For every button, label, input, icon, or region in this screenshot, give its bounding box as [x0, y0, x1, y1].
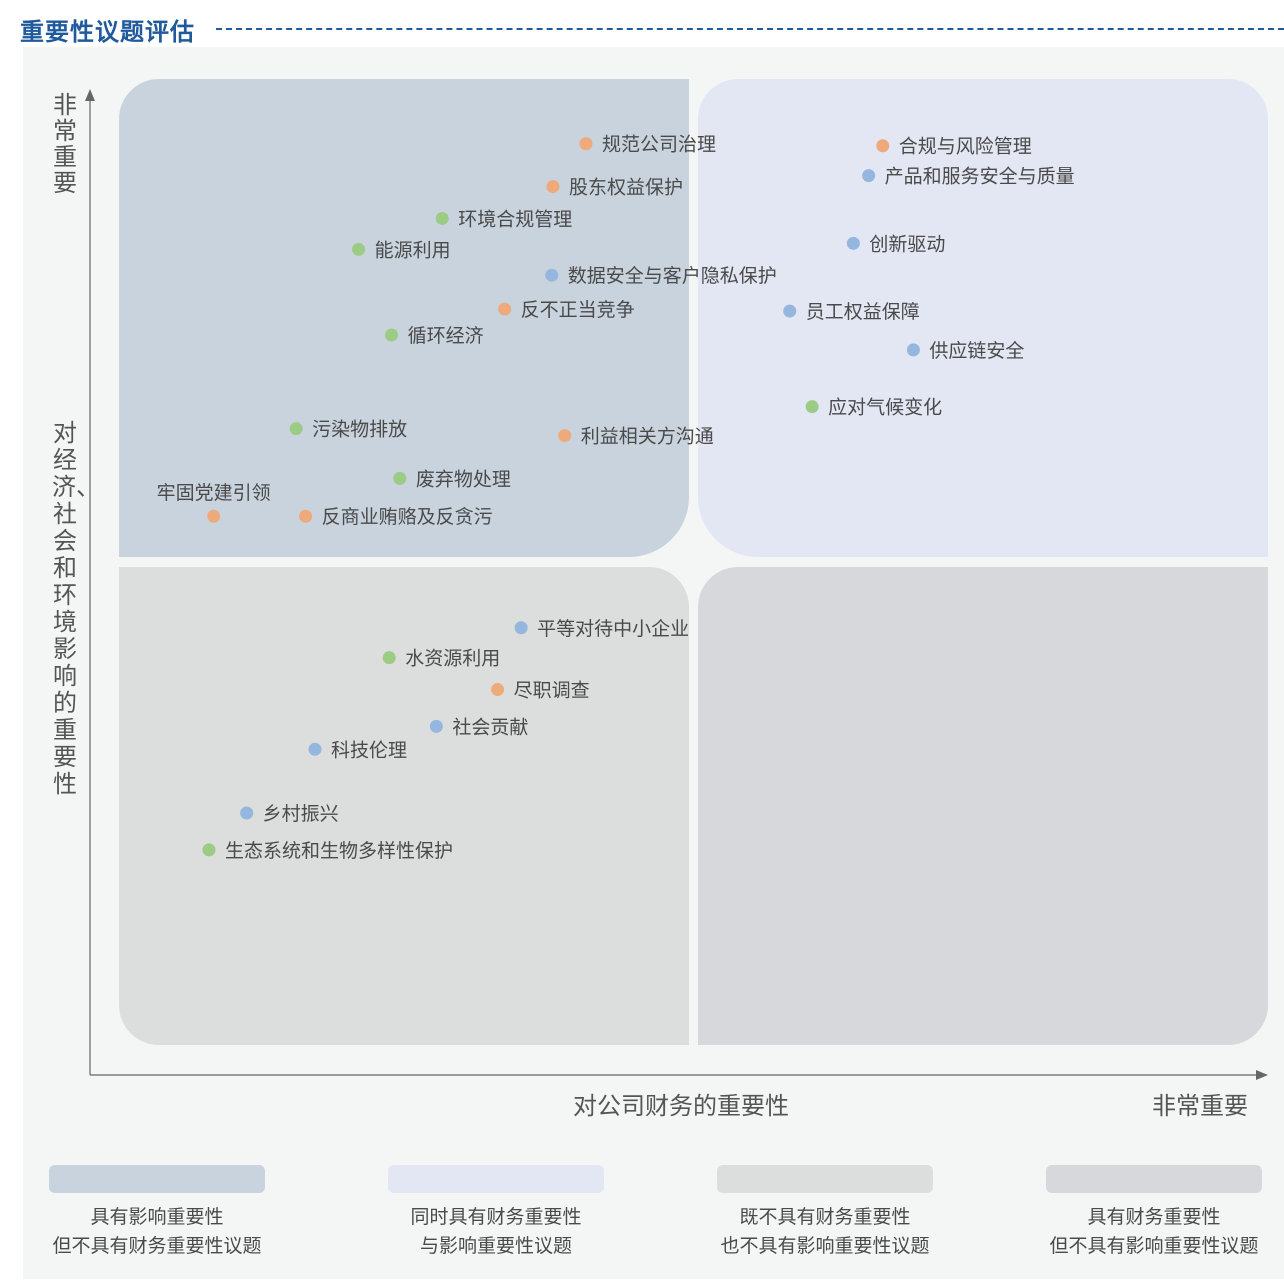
legend-line-1: 同时具有财务重要性 [410, 1206, 582, 1228]
legend-swatch-financial-only [1046, 1165, 1262, 1193]
legend-text: 同时具有财务重要性 与影响重要性议题 [351, 1203, 641, 1261]
legend-line-2: 与影响重要性议题 [419, 1235, 572, 1257]
quadrant-neither [119, 567, 689, 1045]
data-point-label: 牢固党建引领 [157, 482, 271, 504]
data-point [545, 268, 559, 282]
data-point-label: 能源利用 [375, 239, 451, 261]
data-point [289, 422, 303, 436]
data-point-label: 尽职调查 [514, 680, 590, 702]
legend-item-financial-only: 具有财务重要性 但不具有影响重要性议题 [1009, 1163, 1284, 1261]
x-axis-label: 对公司财务的重要性 [573, 1092, 789, 1120]
data-point [382, 651, 396, 665]
data-point [805, 400, 819, 414]
data-point-label: 污染物排放 [312, 419, 407, 441]
legend-line-2: 但不具有影响重要性议题 [1049, 1235, 1259, 1257]
data-point [498, 302, 512, 316]
legend-item-impact-only: 具有影响重要性 但不具有财务重要性议题 [12, 1163, 302, 1261]
data-point-label: 水资源利用 [405, 648, 500, 670]
data-point-label: 生态系统和生物多样性保护 [225, 840, 453, 862]
x-axis-end-label: 非常重要 [1152, 1092, 1248, 1120]
data-point-label: 乡村振兴 [263, 803, 339, 825]
data-point-label: 员工权益保障 [806, 301, 920, 323]
data-point-label: 废弃物处理 [416, 468, 511, 490]
data-point-label: 科技伦理 [331, 739, 407, 761]
legend-swatch-neither [717, 1165, 933, 1193]
legend-line-1: 既不具有财务重要性 [739, 1206, 911, 1228]
x-axis-arrow [1256, 1070, 1268, 1080]
data-point [393, 471, 407, 485]
title-dashed-rule [216, 28, 1284, 30]
data-point [546, 180, 560, 194]
legend-item-both: 同时具有财务重要性 与影响重要性议题 [351, 1163, 641, 1261]
quadrant-both [698, 79, 1268, 557]
data-point-label: 平等对待中小企业 [537, 618, 689, 640]
y-axis-arrow [85, 89, 95, 101]
data-point-label: 利益相关方沟通 [581, 426, 714, 448]
legend-swatch-both [388, 1165, 604, 1193]
legend-line-1: 具有影响重要性 [90, 1206, 224, 1228]
data-point [558, 429, 572, 443]
page-title: 重要性议题评估 [20, 18, 195, 46]
quadrant-financial-only [698, 567, 1268, 1045]
data-point-label: 应对气候变化 [828, 397, 942, 419]
legend-item-neither: 既不具有财务重要性 也不具有影响重要性议题 [680, 1163, 970, 1261]
data-point [491, 683, 505, 697]
legend-line-2: 也不具有影响重要性议题 [720, 1235, 930, 1257]
data-point-label: 创新驱动 [869, 233, 945, 255]
data-point [435, 211, 449, 225]
data-point-label: 反商业贿赂及反贪污 [322, 506, 493, 528]
data-point-label: 股东权益保护 [569, 177, 683, 199]
data-point [846, 236, 860, 250]
data-point-label: 规范公司治理 [602, 134, 716, 156]
data-point-label: 循环经济 [408, 325, 484, 347]
data-point-label: 环境合规管理 [458, 208, 572, 230]
data-point-label: 反不正当竞争 [521, 299, 635, 321]
data-point [876, 139, 890, 153]
data-point [783, 304, 797, 318]
legend-line-2: 但不具有财务重要性议题 [52, 1235, 262, 1257]
legend-text: 具有财务重要性 但不具有影响重要性议题 [1009, 1203, 1284, 1261]
data-point [207, 509, 221, 523]
data-point-label: 合规与风险管理 [899, 136, 1032, 158]
legend-text: 具有影响重要性 但不具有财务重要性议题 [12, 1203, 302, 1261]
data-point [240, 806, 254, 820]
data-point [352, 242, 366, 256]
data-point [579, 137, 593, 151]
legend-line-1: 具有财务重要性 [1087, 1206, 1221, 1228]
y-axis-end-label: 非常重要 [53, 91, 77, 197]
data-point [202, 843, 216, 857]
data-point [906, 343, 920, 357]
data-point-label: 供应链安全 [929, 340, 1024, 362]
data-point [429, 719, 443, 733]
data-point [514, 621, 528, 635]
data-point-label: 产品和服务安全与质量 [885, 166, 1075, 188]
legend-text: 既不具有财务重要性 也不具有影响重要性议题 [680, 1203, 970, 1261]
data-point [299, 509, 313, 523]
data-point [308, 742, 322, 756]
data-point-label: 社会贡献 [452, 716, 528, 738]
y-axis-label: 对经济、社会和环境影响的重要性 [52, 419, 100, 798]
title-row: 重要性议题评估 [20, 8, 1284, 48]
data-point [862, 169, 876, 183]
data-point [385, 328, 399, 342]
data-point-label: 数据安全与客户隐私保护 [568, 265, 777, 287]
legend-swatch-impact-only [49, 1165, 265, 1193]
